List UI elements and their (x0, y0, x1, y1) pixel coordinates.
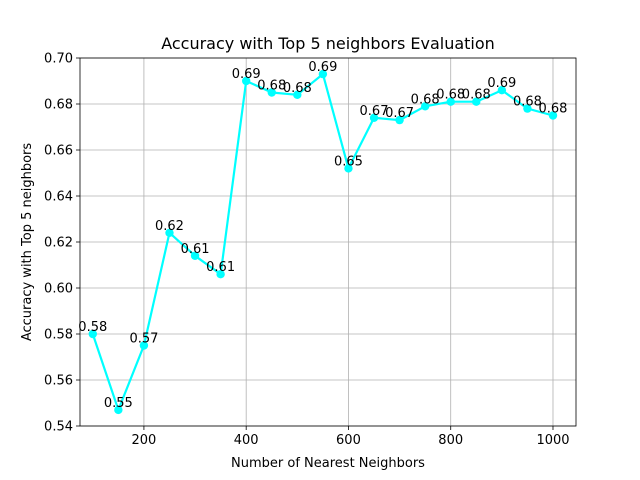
data-point (548, 111, 558, 120)
data-point (318, 69, 328, 79)
data-label: 0.69 (308, 60, 337, 75)
data-label: 0.68 (411, 92, 440, 107)
data-point (190, 251, 200, 260)
data-point (369, 113, 379, 123)
data-point (344, 164, 353, 173)
x-tick-label: 600 (336, 433, 361, 448)
data-label: 0.68 (436, 88, 465, 103)
data-point (241, 76, 251, 86)
data-label: 0.69 (487, 76, 516, 91)
y-tick-label: 0.68 (44, 98, 73, 113)
x-tick-label: 400 (234, 433, 259, 448)
data-point (114, 405, 123, 415)
grid-layer (80, 57, 576, 427)
data-point (267, 88, 276, 97)
data-point (497, 86, 507, 95)
data-label: 0.68 (513, 95, 542, 110)
data-label: 0.58 (78, 320, 107, 335)
y-tick-label: 0.56 (44, 374, 73, 389)
tick-layer: 200 400 600 800 1000 0.54 0.56 0.58 0.60 0.62 0.64… (44, 52, 569, 449)
data-label: 0.68 (462, 88, 491, 103)
data-label: 0.67 (385, 106, 414, 121)
y-tick-label: 0.70 (44, 52, 73, 67)
data-label: 0.68 (539, 102, 568, 117)
data-label: 0.65 (334, 154, 363, 169)
data-label: 0.57 (129, 332, 158, 347)
series-layer (88, 69, 558, 415)
y-tick-label: 0.66 (44, 144, 73, 159)
data-point (165, 228, 174, 237)
data-point (395, 115, 404, 125)
data-label: 0.61 (181, 242, 210, 257)
data-point (293, 90, 302, 100)
y-tick-label: 0.62 (44, 236, 73, 251)
data-point (472, 97, 481, 106)
data-label: 0.68 (283, 81, 312, 96)
data-label: 0.69 (232, 67, 261, 82)
data-point (420, 102, 430, 111)
data-label: 0.68 (257, 79, 286, 94)
data-label: 0.61 (206, 260, 235, 275)
y-axis-label: Accuracy with Top 5 neighbors (20, 143, 35, 342)
x-tick-label: 200 (132, 433, 157, 448)
data-label: 0.55 (104, 396, 133, 411)
data-label: 0.67 (360, 104, 389, 119)
x-tick-label: 800 (438, 433, 463, 448)
data-point (446, 97, 455, 106)
chart-title: Accuracy with Top 5 neighbors Evaluation (161, 34, 495, 53)
y-tick-label: 0.58 (44, 328, 73, 343)
data-point (216, 270, 225, 279)
data-label-layer: 0.580.550.570.620.610.610.690.680.680.69… (78, 60, 567, 411)
y-tick-label: 0.60 (44, 282, 73, 297)
data-label: 0.62 (155, 219, 184, 234)
x-tick-label: 1000 (536, 433, 569, 448)
y-tick-label: 0.54 (44, 420, 73, 435)
data-point (88, 329, 97, 339)
x-axis-label: Number of Nearest Neighbors (231, 456, 425, 471)
data-point (523, 104, 532, 113)
data-point (139, 341, 149, 350)
y-tick-label: 0.64 (44, 190, 73, 205)
